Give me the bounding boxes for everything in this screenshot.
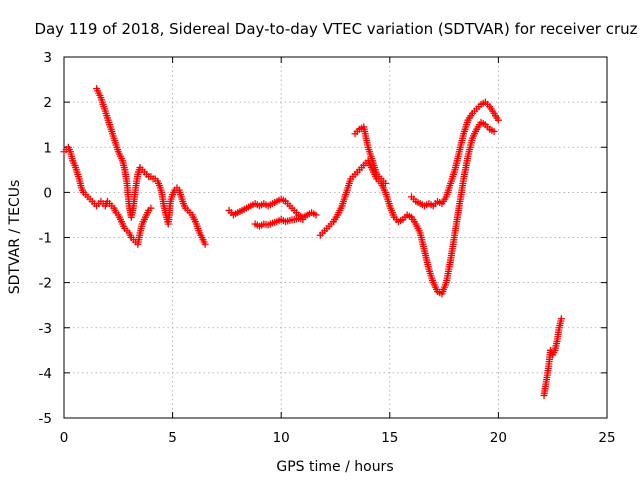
y-axis-label: SDTVAR / TECUs xyxy=(7,180,23,295)
plot-frame xyxy=(63,56,608,419)
y-tick-label: 2 xyxy=(43,95,52,111)
chart-title: Day 119 of 2018, Sidereal Day-to-day VTE… xyxy=(34,20,637,38)
x-tick-label: 20 xyxy=(490,430,507,446)
series-2 xyxy=(93,85,209,248)
y-tick-label: -5 xyxy=(39,411,52,427)
data-point xyxy=(381,179,389,187)
x-tick-label: 15 xyxy=(381,430,398,446)
data-point xyxy=(147,204,155,212)
series-4 xyxy=(251,215,307,230)
x-tick-label: 10 xyxy=(273,430,290,446)
data-point xyxy=(557,315,565,323)
x-tick-label: 25 xyxy=(598,430,615,446)
y-tick-label: 0 xyxy=(43,185,52,201)
y-tick-label: -2 xyxy=(39,276,52,292)
data-point xyxy=(494,116,502,124)
y-tick-label: -3 xyxy=(39,321,52,337)
data-point xyxy=(490,127,498,135)
data-point xyxy=(201,240,209,248)
data-points xyxy=(60,85,565,399)
y-tick-label: -4 xyxy=(39,366,52,382)
series-7 xyxy=(408,98,502,210)
y-tick-label: 3 xyxy=(43,50,52,66)
data-point xyxy=(312,211,320,219)
x-axis-label: GPS time / hours xyxy=(276,459,393,475)
series-1 xyxy=(60,143,155,248)
series-5 xyxy=(316,118,498,298)
x-tick-label: 0 xyxy=(60,430,69,446)
series-6 xyxy=(351,123,389,187)
y-tick-label: 1 xyxy=(43,140,52,156)
series-3 xyxy=(225,195,320,221)
x-tick-label: 5 xyxy=(168,430,177,446)
y-tick-label: -1 xyxy=(39,231,52,247)
data-point xyxy=(299,215,307,223)
tick-labels: 0 5 10 15 20 25 -5 -4 -3 -2 -1 0 1 2 3 xyxy=(39,50,616,446)
grid-lines xyxy=(64,57,607,418)
series-8 xyxy=(540,315,565,399)
